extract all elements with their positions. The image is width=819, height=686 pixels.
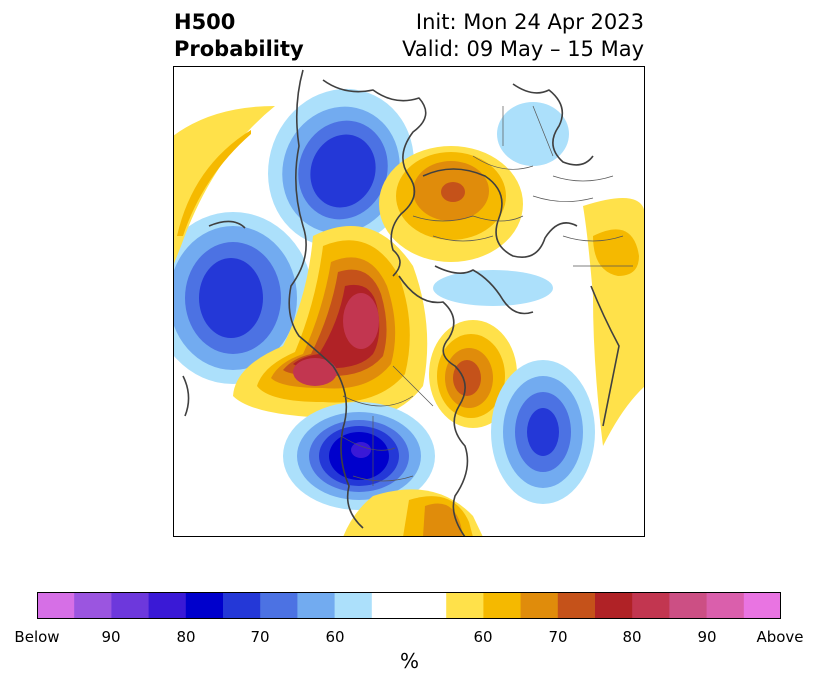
political-borders	[340, 105, 633, 486]
colorbar-tick-label: 90	[697, 628, 717, 646]
above-center-south	[343, 489, 483, 537]
colorbar-segment	[669, 592, 708, 619]
colorbar-segment	[185, 592, 224, 619]
above-center-east-edge	[583, 198, 645, 446]
colorbar-unit-label: %	[399, 649, 419, 673]
colorbar-segment	[297, 592, 336, 619]
above-arc-west	[173, 106, 275, 266]
colorbar-tick-label: 90	[101, 628, 121, 646]
colorbar-segment	[520, 592, 559, 619]
colorbar-tick-label: 70	[548, 628, 568, 646]
title-line-2: Probability	[174, 37, 304, 61]
colorbar-tick-label: 70	[250, 628, 270, 646]
title-line-1: H500	[174, 10, 236, 34]
valid-period: Valid: 09 May – 15 May	[402, 37, 644, 61]
below-strip-arctic	[433, 270, 553, 306]
colorbar-segment	[632, 592, 670, 619]
probability-map	[173, 66, 645, 537]
colorbar-tick-label: 60	[325, 628, 345, 646]
colorbar-segment	[557, 592, 596, 619]
colorbar-segment	[483, 592, 522, 619]
colorbar-segment	[260, 592, 298, 619]
colorbar-tick-label: Above	[756, 628, 804, 646]
colorbar-segment	[37, 592, 75, 619]
colorbar-segment	[111, 592, 150, 619]
colorbar-segment	[334, 592, 373, 619]
colorbar-tick-label: 60	[473, 628, 493, 646]
map-svg	[173, 66, 645, 537]
colorbar-segment	[371, 592, 447, 619]
map-border	[173, 66, 645, 537]
below-center-strong	[283, 402, 435, 510]
colorbar-segment	[706, 592, 745, 619]
above-center-pacific	[233, 226, 428, 420]
map-title: H500 Probability	[174, 9, 304, 63]
below-center-northeast	[497, 102, 569, 166]
colorbar	[37, 592, 781, 619]
colorbar-segment	[148, 592, 187, 619]
above-center-atlantic	[429, 320, 517, 428]
colorbar-tick-label: Below	[14, 628, 60, 646]
colorbar-border	[37, 592, 781, 619]
below-center-alaska	[268, 88, 414, 248]
colorbar-tick-labels: Below 90 80 70 60 60 70 80 90 Above	[0, 628, 819, 646]
colorbar-segment	[74, 592, 112, 619]
coastlines	[182, 69, 620, 537]
colorbar-segment	[595, 592, 633, 619]
colorbar-segment	[223, 592, 261, 619]
time-info: Init: Mon 24 Apr 2023 Valid: 09 May – 15…	[402, 9, 644, 63]
colorbar-svg	[37, 592, 781, 619]
colorbar-tick-label: 80	[622, 628, 642, 646]
below-center-east	[491, 360, 595, 504]
colorbar-segment	[743, 592, 781, 619]
colorbar-tick-label: 80	[176, 628, 196, 646]
below-center-north-pacific	[173, 212, 313, 384]
init-time: Init: Mon 24 Apr 2023	[415, 10, 644, 34]
colorbar-segment	[446, 592, 484, 619]
